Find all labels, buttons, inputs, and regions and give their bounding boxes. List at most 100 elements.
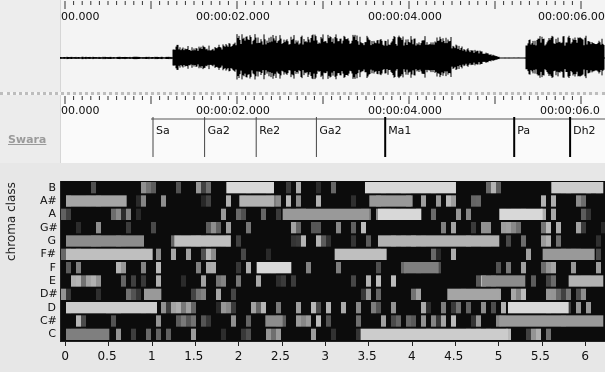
- chroma-texture-cell: [231, 288, 236, 300]
- chroma-texture-cell: [341, 302, 346, 314]
- chroma-texture-cell: [296, 222, 301, 234]
- waveform-pane[interactable]: 00.000 00:00:02.000 00:00:04.000 00:00:0…: [0, 0, 605, 95]
- chroma-bright-region: [369, 195, 413, 207]
- x-tick-mark: [108, 341, 110, 346]
- chroma-texture-cell: [281, 275, 286, 287]
- chroma-bright-region: [507, 302, 569, 314]
- chroma-texture-cell: [506, 235, 511, 247]
- x-tick-label: 2: [234, 349, 243, 363]
- chroma-texture-cell: [291, 222, 296, 234]
- chroma-texture-cell: [161, 302, 166, 314]
- chroma-bright-region: [499, 315, 604, 327]
- x-tick-label: 4.5: [444, 349, 464, 363]
- waveform-ruler-ticks: [64, 1, 582, 9]
- y-tick-label: B: [48, 180, 56, 194]
- chroma-texture-cell: [76, 222, 81, 234]
- chroma-texture-cell: [296, 182, 301, 194]
- chroma-texture-cell: [441, 222, 446, 234]
- chroma-texture-cell: [371, 302, 376, 314]
- x-tick-mark: [281, 341, 283, 346]
- chroma-texture-cell: [556, 288, 561, 300]
- chroma-texture-cell: [191, 315, 196, 327]
- swara-pane[interactable]: Swara 00.000 00:00:02.000 00:00:04.000 0…: [0, 95, 605, 164]
- chroma-texture-cell: [256, 302, 261, 314]
- chroma-texture-cell: [146, 328, 151, 340]
- chroma-bright-region: [66, 235, 144, 247]
- chroma-bright-region: [551, 182, 604, 194]
- chroma-texture-cell: [391, 315, 396, 327]
- chroma-texture-cell: [141, 182, 146, 194]
- swara-track-label[interactable]: Swara: [8, 133, 47, 146]
- chroma-texture-cell: [426, 302, 431, 314]
- chroma-texture-cell: [441, 302, 446, 314]
- chroma-texture-cell: [326, 302, 331, 314]
- chroma-texture-cell: [136, 288, 141, 300]
- chroma-texture-cell: [311, 222, 316, 234]
- chroma-texture-cell: [516, 288, 521, 300]
- chroma-texture-cell: [471, 195, 476, 207]
- chroma-texture-cell: [506, 222, 511, 234]
- chroma-texture-cell: [456, 208, 461, 220]
- chroma-texture-cell: [421, 195, 426, 207]
- x-tick-mark: [324, 341, 326, 346]
- chroma-texture-cell: [206, 182, 211, 194]
- x-tick-mark: [541, 341, 543, 346]
- chroma-texture-cell: [191, 288, 196, 300]
- x-tick-label: 1.5: [184, 349, 204, 363]
- chroma-texture-cell: [581, 195, 586, 207]
- chromagram-pane: chroma class B A# A G# G F# F E D# D C# C 0 0.5 1 1.5 2…: [0, 163, 605, 372]
- chroma-texture-cell: [256, 275, 261, 287]
- chroma-texture-cell: [136, 195, 141, 207]
- x-tick-mark: [238, 341, 240, 346]
- chroma-texture-cell: [211, 262, 216, 274]
- swara-segment-label[interactable]: Pa: [517, 124, 531, 137]
- chroma-texture-cell: [151, 222, 156, 234]
- chroma-texture-cell: [466, 302, 471, 314]
- chroma-texture-cell: [296, 195, 301, 207]
- chroma-texture-cell: [221, 208, 226, 220]
- chroma-texture-cell: [211, 248, 216, 260]
- chroma-texture-cell: [471, 222, 476, 234]
- chroma-texture-cell: [221, 275, 226, 287]
- chroma-texture-cell: [541, 222, 546, 234]
- chroma-texture-cell: [81, 315, 86, 327]
- chroma-texture-cell: [211, 222, 216, 234]
- chroma-texture-cell: [356, 315, 361, 327]
- chroma-texture-cell: [281, 315, 286, 327]
- swara-segment-label[interactable]: Ga2: [319, 124, 342, 137]
- chroma-bright-region: [66, 328, 110, 340]
- chroma-texture-cell: [246, 315, 251, 327]
- chroma-texture-cell: [91, 275, 96, 287]
- chroma-texture-cell: [376, 262, 381, 274]
- chroma-texture-cell: [556, 235, 561, 247]
- swara-segment-label[interactable]: Dh2: [573, 124, 596, 137]
- chroma-texture-cell: [316, 302, 321, 314]
- chroma-texture-cell: [71, 275, 76, 287]
- chroma-texture-cell: [451, 195, 456, 207]
- swara-segment-label[interactable]: Ga2: [207, 124, 230, 137]
- chroma-texture-cell: [141, 262, 146, 274]
- chroma-texture-cell: [316, 222, 321, 234]
- chroma-bright-region: [568, 275, 604, 287]
- chroma-texture-cell: [76, 315, 81, 327]
- swara-segment-label[interactable]: Ma1: [388, 124, 412, 137]
- chroma-texture-cell: [491, 302, 496, 314]
- chroma-texture-cell: [596, 262, 601, 274]
- chroma-texture-cell: [541, 195, 546, 207]
- chroma-texture-cell: [576, 222, 581, 234]
- chroma-texture-cell: [376, 275, 381, 287]
- chroma-texture-cell: [596, 235, 601, 247]
- chroma-texture-cell: [301, 235, 306, 247]
- swara-segment-label[interactable]: Re2: [259, 124, 281, 137]
- chroma-texture-cell: [206, 248, 211, 260]
- swara-segment-label[interactable]: Sa: [156, 124, 170, 137]
- chroma-texture-cell: [246, 262, 251, 274]
- chroma-texture-cell: [311, 328, 316, 340]
- y-tick-label: E: [49, 274, 56, 287]
- chroma-texture-cell: [326, 235, 331, 247]
- chroma-texture-cell: [156, 275, 161, 287]
- chroma-texture-cell: [276, 195, 281, 207]
- chroma-texture-cell: [276, 302, 281, 314]
- chroma-texture-cell: [446, 195, 451, 207]
- chroma-texture-cell: [511, 288, 516, 300]
